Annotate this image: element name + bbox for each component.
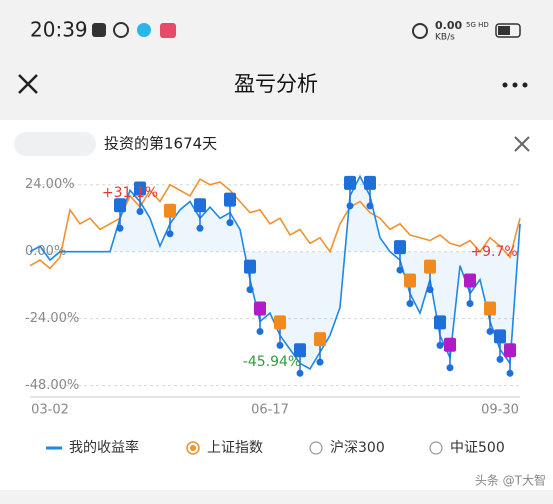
- trade-pin: [364, 175, 376, 190]
- y-tick-label: -24.00%: [25, 311, 79, 326]
- trade-dot: [426, 286, 434, 294]
- trade-pin: [484, 301, 496, 316]
- status-icon: [92, 23, 106, 37]
- trade-dot: [436, 341, 444, 349]
- x-tick-label: 06-17: [251, 403, 289, 418]
- trade-pin: [434, 315, 446, 330]
- status-time: 20:39: [30, 18, 88, 42]
- status-icon: [137, 23, 151, 37]
- area-fill: [30, 176, 520, 369]
- trade-pin: [194, 198, 206, 213]
- trade-pin: [344, 175, 356, 190]
- y-tick-label: 24.00%: [25, 177, 75, 192]
- status-network: 5G HD: [466, 21, 489, 29]
- trade-dot: [406, 300, 414, 308]
- x-tick-label: 09-30: [481, 403, 519, 418]
- card: [0, 120, 553, 490]
- trade-pin: [404, 273, 416, 288]
- card-subtitle: 投资的第1674天: [104, 135, 217, 153]
- back-button[interactable]: [18, 74, 38, 94]
- trade-dot: [246, 286, 254, 294]
- trade-dot: [446, 364, 454, 372]
- trade-dot: [226, 219, 234, 227]
- trade-dot: [486, 327, 494, 335]
- trade-pin: [254, 301, 266, 316]
- trade-pin: [274, 315, 286, 330]
- watermark: 头条 @T大智: [475, 473, 546, 488]
- trade-pin: [294, 343, 306, 358]
- trade-pin: [314, 332, 326, 347]
- trade-pin: [394, 240, 406, 255]
- status-icon: [113, 22, 129, 38]
- trade-pin: [464, 273, 476, 288]
- annotation: -45.94%: [243, 354, 301, 370]
- legend-label: 上证指数: [207, 440, 263, 456]
- legend-radio: [186, 441, 200, 455]
- legend-label: 中证500: [450, 440, 505, 456]
- trade-dot: [506, 369, 514, 377]
- series-line: [29, 178, 521, 270]
- status-icon: [412, 23, 428, 39]
- status-icon: [160, 23, 176, 38]
- plot: 24.00%0.00%-24.00%-48.00%03-02 06-17 09-30…: [25, 174, 521, 418]
- trade-dot: [136, 207, 144, 215]
- trade-dot: [346, 202, 354, 210]
- status-speed: 0.00: [435, 19, 462, 32]
- trade-pin: [134, 181, 146, 196]
- trade-dot: [116, 224, 124, 232]
- trade-dot: [256, 327, 264, 335]
- legend-radio[interactable]: [309, 441, 323, 455]
- trade-pin: [114, 198, 126, 213]
- close-button[interactable]: [514, 136, 530, 152]
- battery: [495, 23, 521, 38]
- more-button[interactable]: [502, 82, 528, 88]
- annotation: +9.7%: [470, 244, 517, 260]
- trade-pin: [244, 259, 256, 274]
- trade-dot: [366, 202, 374, 210]
- legend-label: 沪深300: [330, 440, 385, 456]
- legend-label: 我的收益率: [69, 439, 139, 456]
- legend-radio[interactable]: [429, 441, 443, 455]
- header-title: 盈亏分析: [234, 72, 318, 96]
- blurred-name: [14, 132, 96, 156]
- trade-pin: [444, 337, 456, 352]
- x-tick-label: 03-02: [31, 403, 69, 418]
- battery-level: [498, 26, 510, 35]
- legend-radio-dot: [190, 445, 196, 451]
- trade-pin: [494, 329, 506, 344]
- trade-dot: [276, 341, 284, 349]
- trade-dot: [166, 230, 174, 238]
- trade-dot: [396, 266, 404, 274]
- trade-dot: [296, 369, 304, 377]
- trade-pin: [164, 203, 176, 218]
- trade-dot: [316, 358, 324, 366]
- trade-dot: [466, 300, 474, 308]
- trade-pin: [424, 259, 436, 274]
- annotation: +31.1%: [102, 185, 158, 201]
- y-tick-label: -48.00%: [25, 378, 79, 393]
- trade-pin: [224, 192, 236, 207]
- trade-dot: [496, 355, 504, 363]
- trade-dot: [196, 224, 204, 232]
- trade-pin: [504, 343, 516, 358]
- status-speed-unit: KB/s: [435, 33, 455, 43]
